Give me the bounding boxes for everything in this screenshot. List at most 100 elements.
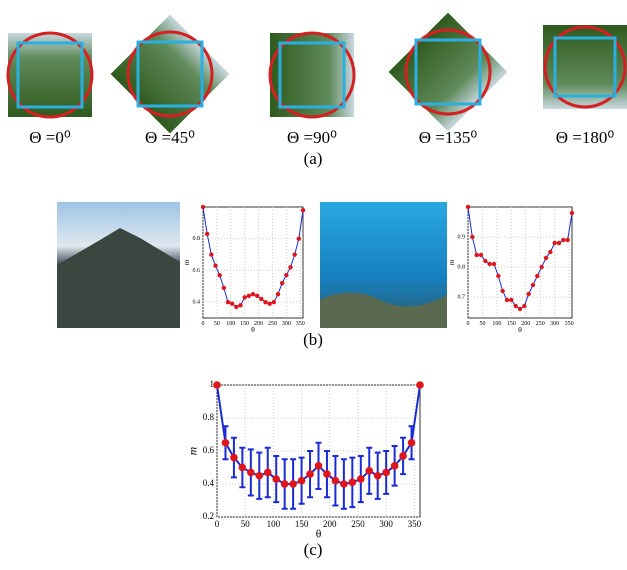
y-tick-label: 0.4	[193, 300, 201, 306]
y-axis-label: m	[447, 259, 456, 265]
data-point	[382, 469, 390, 477]
data-point	[552, 241, 556, 245]
data-point	[255, 472, 263, 480]
x-tick-label: 300	[550, 321, 559, 327]
x-tick-label: 150	[295, 519, 309, 529]
data-point	[263, 300, 267, 304]
data-point	[518, 307, 522, 311]
data-point	[408, 439, 416, 447]
data-point	[365, 467, 373, 475]
data-point	[292, 252, 296, 256]
data-point	[242, 295, 246, 299]
data-point	[522, 304, 526, 308]
data-point	[222, 439, 230, 447]
data-point	[213, 263, 217, 267]
data-point	[301, 208, 305, 212]
rotation-examples	[8, 13, 627, 134]
data-point	[340, 480, 348, 488]
data-point	[323, 470, 331, 478]
data-point	[276, 292, 280, 296]
data-point	[357, 475, 365, 483]
data-point	[487, 262, 491, 266]
x-axis-label: θ	[316, 528, 322, 541]
data-point	[288, 265, 292, 269]
x-tick-label: 200	[323, 519, 337, 529]
data-point	[284, 273, 288, 277]
x-tick-label: 100	[226, 321, 235, 327]
data-point	[500, 289, 504, 293]
data-point	[315, 462, 323, 470]
y-tick-label: 0.8	[203, 412, 215, 422]
figure: Θ =0⁰ Θ =45⁰ Θ =90⁰ Θ =135⁰ Θ =180⁰ (a) …	[0, 0, 627, 565]
data-point	[479, 253, 483, 257]
data-point	[251, 292, 255, 296]
x-tick-label: 50	[479, 321, 485, 327]
data-point	[217, 273, 221, 277]
x-tick-label: 50	[214, 321, 220, 327]
data-point	[531, 283, 535, 287]
plot-frame	[203, 207, 303, 318]
data-point	[230, 302, 234, 306]
data-point	[513, 304, 517, 308]
caption: (c)	[304, 540, 323, 559]
data-point	[492, 262, 496, 266]
x-tick-label: 200	[254, 321, 263, 327]
x-axis-label: θ	[251, 325, 255, 334]
data-point	[505, 298, 509, 302]
x-tick-label: 100	[267, 519, 281, 529]
x-tick-label: 150	[240, 321, 249, 327]
y-tick-label: 0.8	[193, 236, 201, 242]
data-point	[548, 250, 552, 254]
data-point	[272, 475, 280, 483]
x-tick-label: 250	[351, 519, 365, 529]
data-point	[416, 381, 424, 389]
x-tick-label: 250	[536, 321, 545, 327]
y-tick-label: 0.9	[458, 234, 466, 240]
data-point	[544, 256, 548, 260]
angle-label: Θ =180⁰	[556, 128, 615, 147]
y-tick-label: 0.6	[193, 268, 201, 274]
data-point	[201, 205, 205, 209]
data-point	[234, 305, 238, 309]
data-point	[272, 300, 276, 304]
data-point	[561, 238, 565, 242]
x-tick-label: 150	[507, 321, 516, 327]
data-point	[539, 265, 543, 269]
data-point	[238, 303, 242, 307]
data-point	[509, 298, 513, 302]
y-tick-label: 0.2	[203, 511, 214, 521]
data-point	[557, 241, 561, 245]
caption: (a)	[304, 149, 323, 168]
data-point	[466, 205, 470, 209]
y-tick-label: 0.4	[203, 478, 215, 488]
x-tick-label: 300	[379, 519, 393, 529]
data-point	[297, 237, 301, 241]
data-point	[289, 480, 297, 488]
data-point	[209, 252, 213, 256]
data-point	[226, 300, 230, 304]
data-point	[247, 469, 255, 477]
x-tick-label: 50	[241, 519, 251, 529]
data-point	[306, 470, 314, 478]
data-point	[259, 297, 263, 301]
data-point	[374, 472, 382, 480]
data-point	[332, 477, 340, 485]
angle-label: Θ =90⁰	[287, 128, 337, 147]
y-axis-label: m	[182, 259, 191, 265]
x-tick-label: 300	[282, 321, 291, 327]
angle-label: Θ =45⁰	[145, 128, 195, 147]
data-point	[222, 286, 226, 290]
data-point	[213, 381, 221, 389]
y-axis-label: m	[186, 447, 199, 455]
data-point	[483, 259, 487, 263]
data-point	[205, 232, 209, 236]
data-point	[264, 469, 272, 477]
data-point	[349, 479, 357, 487]
data-point	[496, 274, 500, 278]
data-point	[399, 452, 407, 460]
data-point	[230, 454, 238, 462]
data-point	[526, 292, 530, 296]
data-point	[565, 238, 569, 242]
data-point	[280, 281, 284, 285]
data-point	[255, 294, 259, 298]
